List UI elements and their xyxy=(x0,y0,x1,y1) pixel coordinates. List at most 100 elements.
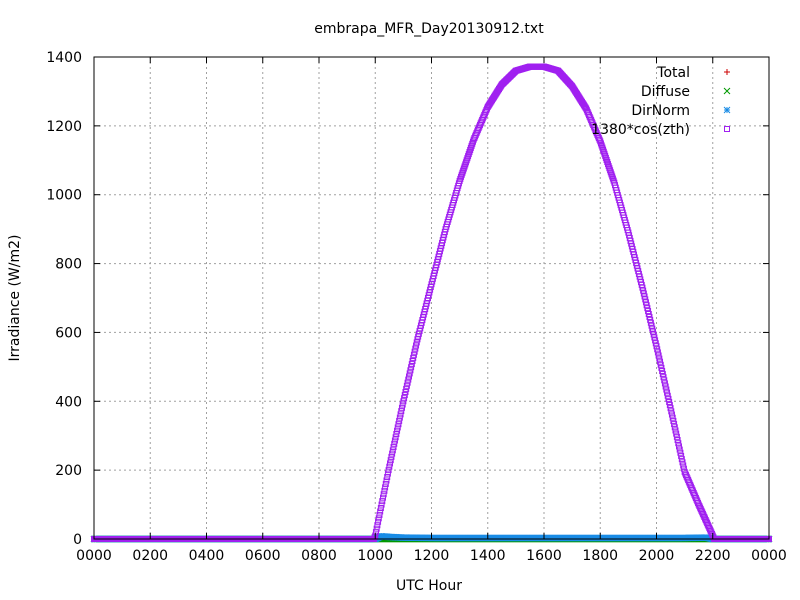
data-point xyxy=(405,376,412,383)
data-point xyxy=(654,346,661,353)
data-point xyxy=(408,361,415,368)
data-point xyxy=(404,379,411,386)
data-point xyxy=(394,427,401,434)
data-point xyxy=(372,529,379,536)
x-tick-label: 0800 xyxy=(301,548,337,564)
data-point xyxy=(377,508,384,515)
legend-marker-star xyxy=(723,106,731,114)
y-axis-label: Irradiance (W/m2) xyxy=(7,235,23,362)
data-point xyxy=(660,374,667,381)
legend-marker-plus xyxy=(724,69,730,75)
data-point xyxy=(666,398,673,405)
y-tick-label: 1400 xyxy=(46,50,82,66)
data-point xyxy=(413,339,420,346)
data-point xyxy=(659,367,666,374)
data-point xyxy=(385,467,392,474)
data-point xyxy=(398,408,405,415)
data-point xyxy=(661,380,668,387)
data-point xyxy=(677,449,684,456)
x-tick-label: 0600 xyxy=(245,548,281,564)
legend-label: Total xyxy=(656,65,690,81)
data-point xyxy=(396,417,403,424)
data-point xyxy=(382,480,389,487)
data-point xyxy=(407,367,414,374)
data-point xyxy=(658,364,665,371)
data-point xyxy=(668,408,675,415)
data-point xyxy=(380,491,387,498)
data-point xyxy=(397,411,404,418)
data-point xyxy=(379,494,386,501)
data-point xyxy=(379,498,386,505)
data-point xyxy=(384,470,391,477)
data-point xyxy=(661,377,668,384)
legend-marker-cross xyxy=(723,87,731,95)
data-point xyxy=(377,505,384,512)
data-point xyxy=(412,345,419,352)
data-point xyxy=(662,383,669,390)
axes: 0000 0200 0400 0600 0800 1000 1200 1400 1600 1800… xyxy=(46,50,786,564)
data-point xyxy=(401,395,408,402)
data-point xyxy=(596,136,603,143)
y-tick-label: 0 xyxy=(73,532,82,548)
data-point xyxy=(373,525,380,532)
y-tick-label: 600 xyxy=(55,325,82,341)
data-point xyxy=(676,443,682,450)
data-point xyxy=(400,398,407,405)
data-point xyxy=(672,427,679,434)
legend-label: DirNorm xyxy=(631,103,690,119)
data-point xyxy=(375,518,382,525)
data-point xyxy=(387,460,394,467)
data-point xyxy=(653,343,660,350)
data-point xyxy=(395,421,402,428)
data-point xyxy=(671,424,678,431)
x-tick-label: 0000 xyxy=(76,548,112,564)
y-tick-label: 1000 xyxy=(46,188,82,204)
x-tick-label: 2200 xyxy=(695,548,731,564)
x-tick-label: 2000 xyxy=(639,548,675,564)
y-tick-label: 200 xyxy=(55,463,82,479)
data-point xyxy=(375,515,382,522)
data-point xyxy=(393,430,400,437)
data-point xyxy=(659,371,666,378)
data-point xyxy=(678,456,685,463)
data-point xyxy=(384,474,391,481)
x-axis-label: UTC Hour xyxy=(396,578,462,594)
data-point xyxy=(403,382,410,389)
x-tick-label: 0400 xyxy=(189,548,225,564)
data-point xyxy=(391,440,398,447)
data-point xyxy=(664,392,671,399)
data-point xyxy=(376,511,383,518)
data-point xyxy=(657,361,664,368)
data-point xyxy=(668,411,675,418)
data-point xyxy=(383,477,390,484)
x-tick-label: 1400 xyxy=(470,548,506,564)
data-point xyxy=(410,351,417,358)
x-tick-label: 0200 xyxy=(132,548,168,564)
data-point xyxy=(401,392,408,399)
legend-label: 1380*cos(zth) xyxy=(591,122,690,138)
y-tick-label: 1200 xyxy=(46,119,82,135)
data-point xyxy=(406,370,413,377)
data-point xyxy=(411,348,418,355)
data-point xyxy=(378,501,385,508)
x-tick-label: 1000 xyxy=(357,548,393,564)
data-point xyxy=(403,385,410,392)
x-tick-label: 1600 xyxy=(526,548,562,564)
data-point xyxy=(667,405,674,412)
data-point xyxy=(382,484,389,491)
data-point xyxy=(674,437,681,444)
data-point xyxy=(394,424,401,431)
data-point xyxy=(399,401,406,408)
chart-title: embrapa_MFR_Day20130912.txt xyxy=(314,21,544,37)
data-point xyxy=(663,386,670,393)
legend: Total Diffuse DirNorm 1380*cos(zth) xyxy=(591,65,731,138)
data-point xyxy=(669,414,676,421)
data-point xyxy=(664,389,671,396)
data-point xyxy=(413,342,420,349)
x-tick-label: 1800 xyxy=(582,548,618,564)
y-tick-label: 400 xyxy=(55,394,82,410)
data-point xyxy=(666,402,673,409)
data-point xyxy=(657,358,664,365)
data-point xyxy=(410,354,417,361)
data-point xyxy=(671,421,678,428)
